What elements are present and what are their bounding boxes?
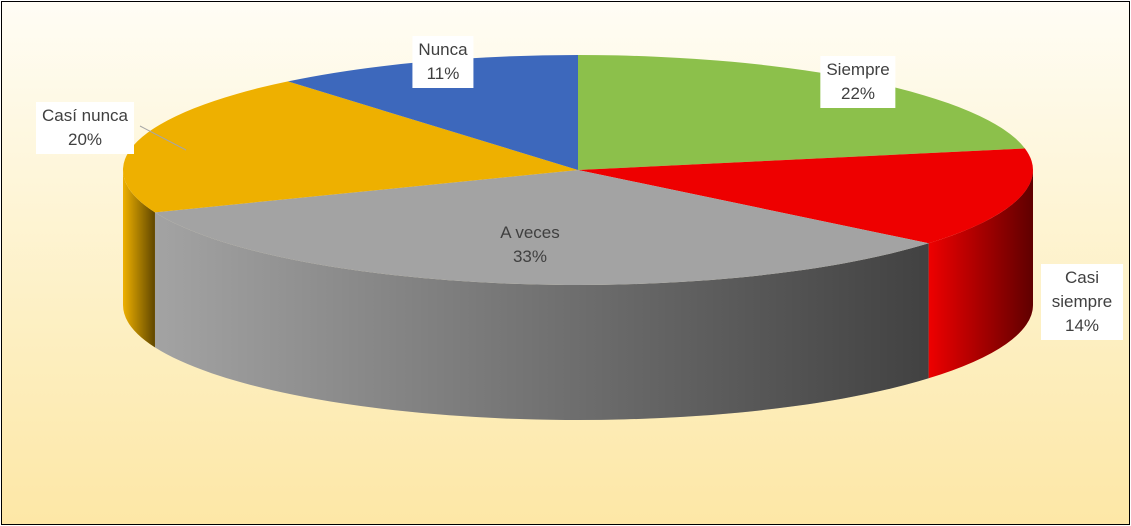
data-label: Casi siempre 14% [1041,264,1123,340]
data-label: Siempre 22% [820,56,896,108]
slice [578,55,1025,170]
slice [578,148,1033,244]
data-label: A veces 33% [494,219,566,271]
label-category: Casi siempre [1051,268,1113,311]
data-label: Casí nunca 20% [36,102,134,154]
slice [122,81,578,213]
label-category: Casí nunca [42,106,128,125]
slice [287,55,578,170]
label-value: 14% [1064,316,1100,335]
label-value: 11% [426,64,460,83]
label-value: 22% [840,84,876,103]
slice-side-shade [928,170,1033,379]
label-category: Nunca [418,40,468,59]
slice-side-shade [154,212,929,420]
slice-side-shade [123,170,155,348]
leader-line [139,125,187,151]
label-category: A veces [500,223,560,242]
slice [154,170,929,285]
label-value: 20% [67,130,103,149]
label-value: 33% [512,247,548,266]
label-category: Siempre [826,60,890,79]
data-label: Nunca 11% [412,36,474,88]
